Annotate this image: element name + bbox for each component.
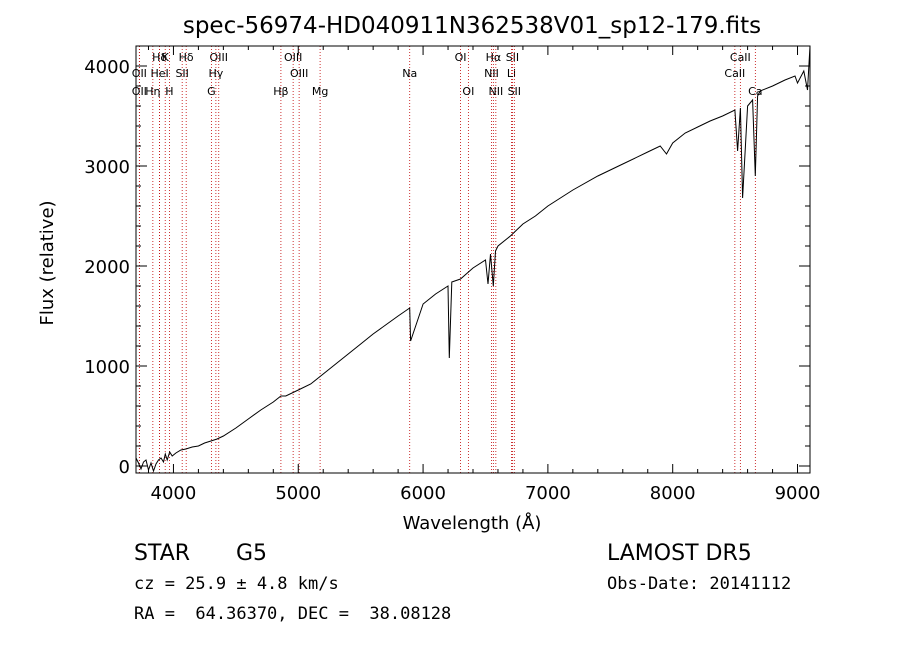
chart-title: spec-56974-HD040911N362538V01_sp12-179.f… [183, 13, 761, 39]
x-tick-label: 6000 [400, 483, 446, 504]
spectral-line-label: H [165, 85, 173, 98]
spectral-line-label: K [162, 51, 170, 64]
spectral-line-label: Hγ [208, 67, 223, 80]
spectral-line-label: HeI [150, 67, 168, 80]
spectral-line-label: Hδ [179, 51, 194, 64]
x-tick-label: 8000 [650, 483, 696, 504]
spectral-line-label: G [207, 85, 216, 98]
x-axis: 4000 5000 6000 7000 8000 9000 [147, 46, 821, 504]
y-tick-label: 3000 [84, 157, 130, 178]
plot-frame [135, 45, 811, 474]
x-tick-label: 4000 [151, 483, 197, 504]
y-axis: 0 1000 2000 3000 4000 [84, 57, 810, 478]
spectral-line-label: OI [455, 51, 467, 64]
spectral-line-label: SII [506, 51, 519, 64]
spectral-line-label: Mg [312, 85, 328, 98]
y-axis-label: Flux (relative) [37, 200, 58, 325]
x-tick-label: 7000 [525, 483, 571, 504]
spectral-line-label: OI [462, 85, 474, 98]
spectral-line-label: Hδ [152, 51, 167, 64]
spectral-line-label: OIII [210, 51, 228, 64]
spectral-subclass: G5 [236, 541, 268, 566]
object-class: STAR [134, 541, 191, 566]
spectral-line-label: OIII [290, 67, 308, 80]
spectral-line-label: NII [484, 67, 499, 80]
survey-name: LAMOST DR5 [607, 541, 752, 566]
x-axis-label: Wavelength (Å) [403, 512, 542, 534]
spectral-line-label: Ca [748, 85, 762, 98]
spectral-line-label: Hα [486, 51, 502, 64]
spectral-line-label: CaII [724, 67, 745, 80]
x-tick-label: 9000 [775, 483, 821, 504]
x-tick-label: 5000 [275, 483, 321, 504]
obs-date: Obs-Date: 20141112 [607, 574, 792, 594]
y-tick-label: 1000 [84, 357, 130, 378]
coordinates: RA = 64.36370, DEC = 38.08128 [134, 604, 452, 624]
spectral-line-label: SII [175, 67, 188, 80]
spectral-line-label: Hβ [273, 85, 288, 98]
spectral-line-label: Hη [145, 85, 160, 98]
spectrum-line [135, 45, 811, 473]
y-tick-label: 4000 [84, 57, 130, 78]
spectral-line-label: SII [508, 85, 521, 98]
spectral-line-label: Na [402, 67, 417, 80]
spectral-line-label: NII [488, 85, 503, 98]
spectral-line-label: OIII [284, 51, 302, 64]
y-tick-label: 2000 [84, 257, 130, 278]
y-tick-label: 0 [119, 457, 130, 478]
redshift-cz: cz = 25.9 ± 4.8 km/s [134, 574, 339, 594]
spectral-line-label: CaII [730, 51, 751, 64]
spectral-line-label: Li [507, 67, 516, 80]
